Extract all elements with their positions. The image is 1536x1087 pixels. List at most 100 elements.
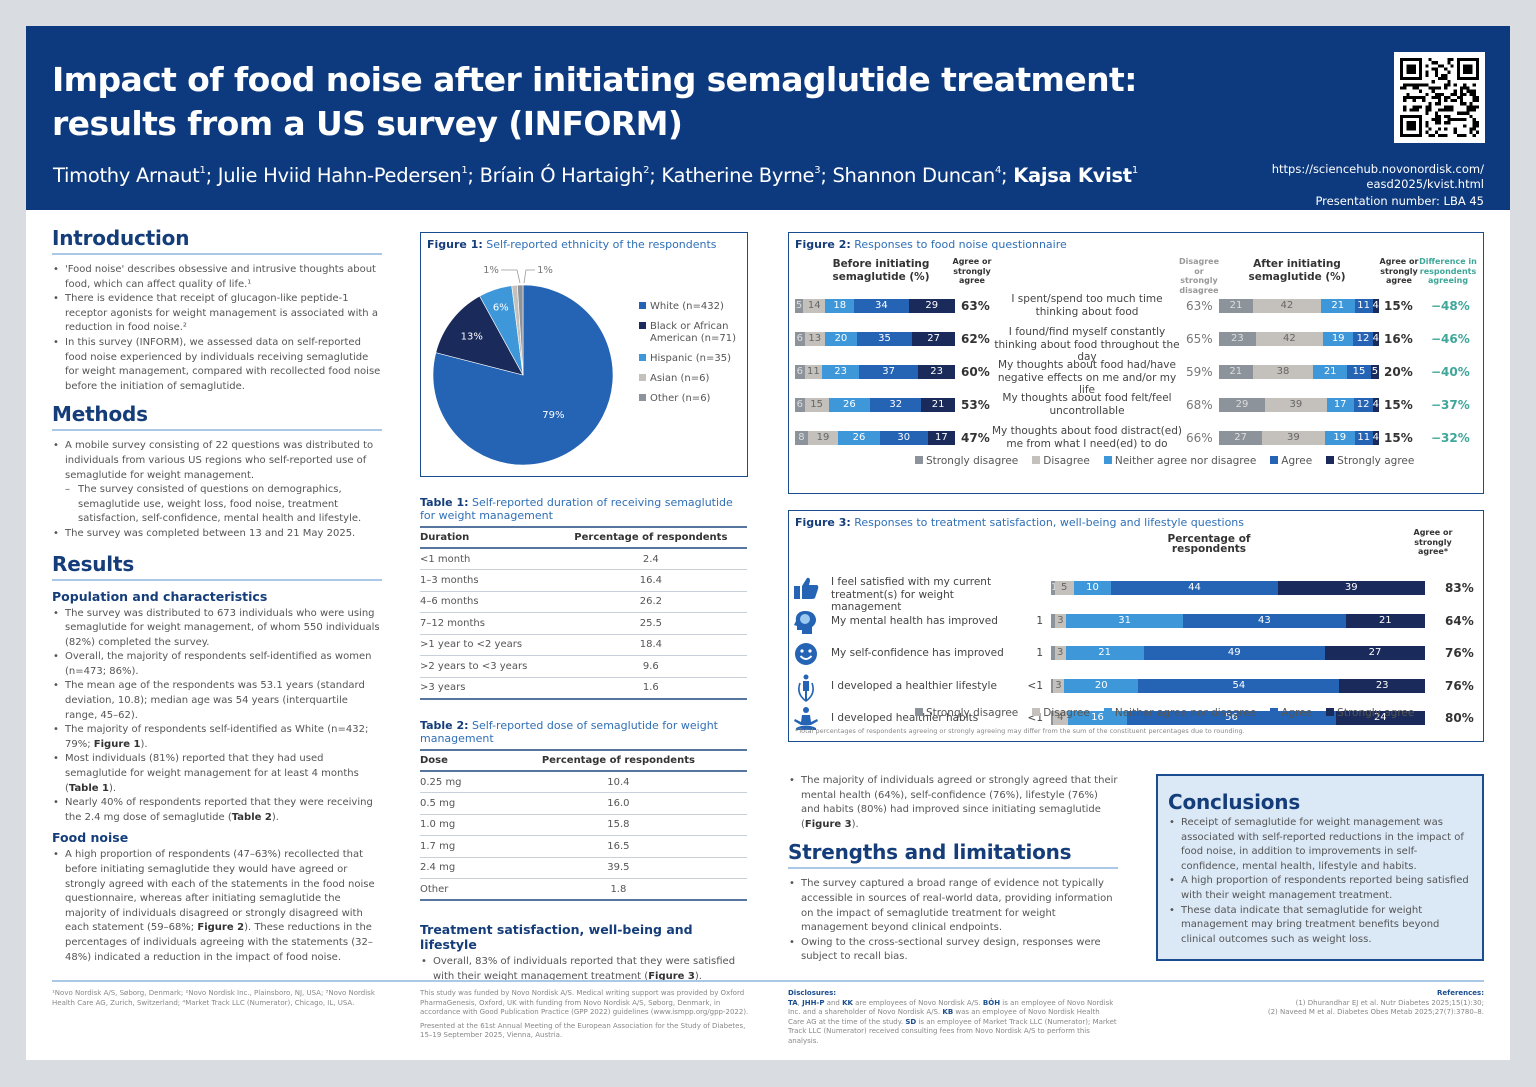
legend-label: Agree	[1281, 707, 1313, 719]
bar-segment-strongly-disagree: 21	[1219, 365, 1253, 379]
list-item: Receipt of semaglutide for weight manage…	[1168, 816, 1472, 874]
bar-segment-disagree: 3	[1054, 646, 1066, 660]
row-label: 7–12 months	[420, 612, 555, 635]
legend-swatch	[1103, 708, 1112, 716]
legend-item-neither: Neither agree nor disagree	[1103, 707, 1257, 719]
stacked-bar: 6 15 26 32 21	[795, 398, 955, 412]
conclusions-list: Receipt of semaglutide for weight manage…	[1168, 816, 1472, 947]
list-item: 'Food noise' describes obsessive and int…	[52, 263, 382, 292]
data-label-asian: 1%	[483, 265, 499, 276]
list-item: Owing to the cross-sectional survey desi…	[788, 936, 1118, 965]
before-agree-value: 53%	[961, 398, 990, 412]
bar-segment-agree: 12	[1353, 332, 1373, 346]
bar-segment-agree: 11	[1354, 299, 1373, 313]
outside-value-label: <1	[1027, 679, 1043, 692]
statement-label: My thoughts about food felt/feel uncontr…	[1002, 392, 1172, 417]
list-item: The mean age of the respondents was 53.1…	[52, 679, 382, 723]
legend-hispanic-label: Hispanic (n=35)	[650, 353, 731, 364]
treatment-section: Treatment satisfaction, well-being and l…	[420, 918, 750, 984]
row-label: >2 years to <3 years	[420, 655, 555, 678]
after-header: After initiating semaglutide (%)	[1248, 258, 1346, 283]
agree-header: Agree or strongly agree*	[1413, 528, 1453, 556]
bar-segment-neither: 20	[825, 332, 857, 346]
difference-value: −48%	[1431, 299, 1470, 313]
left-column: Introduction 'Food noise' describes obse…	[52, 226, 382, 965]
bullet-text: A high proportion of respondents (47–63%…	[65, 849, 375, 934]
difference-value: −46%	[1431, 332, 1470, 346]
bar-segment-disagree: 11	[804, 365, 823, 379]
bar-segment-strongly-agree: 23	[1339, 678, 1425, 693]
list-item: A mobile survey consisting of 22 questio…	[52, 439, 382, 483]
figure-2-legend: Strongly disagree Disagree Neither agree n…	[915, 455, 1428, 467]
bar-segment-neither: 10	[1073, 581, 1112, 595]
bar-segment-neither: 21	[1065, 646, 1144, 660]
figure-3-footnote: *Total percentages of respondents agreei…	[795, 727, 1245, 735]
disclosure-text: ,	[797, 998, 803, 1007]
bar-segment-disagree: 39	[1262, 431, 1325, 445]
legend-swatch	[1270, 456, 1279, 464]
poster-url-line-1[interactable]: https://sciencehub.novonordisk.com/	[1271, 162, 1484, 176]
list-subitem: The survey consisted of questions on dem…	[52, 483, 382, 527]
references-heading: References:	[1437, 989, 1484, 997]
legend-swatch	[1032, 708, 1041, 716]
stacked-bar: 4 16 56 24	[1051, 711, 1425, 725]
row-label: 2.4 mg	[420, 857, 490, 879]
bullet-text: ).	[694, 970, 702, 982]
legend-label: Neither agree nor disagree	[1114, 707, 1257, 719]
author-initials: KK	[842, 998, 853, 1007]
bar-segment-strongly-disagree: 1	[1051, 581, 1055, 595]
qr-code-icon[interactable]	[1394, 52, 1485, 143]
statement-label: I spent/spend too much time thinking abo…	[1011, 293, 1163, 318]
bar-segment-disagree: 42	[1252, 299, 1321, 313]
introduction-list: 'Food noise' describes obsessive and int…	[52, 263, 382, 394]
legend-asian-label: Asian (n=6)	[650, 373, 709, 384]
bar-segment-strongly-disagree: 8	[795, 431, 808, 445]
question-label: I developed a healthier lifestyle	[831, 679, 997, 692]
before-header: Before initiating semaglutide (%)	[832, 258, 930, 283]
cell-value: 18.4	[554, 634, 747, 656]
row-label: 4–6 months	[420, 591, 555, 613]
author-initials: KB	[942, 1008, 954, 1016]
column-header: Percentage of respondents	[489, 749, 747, 772]
bar-segment-strongly-disagree: 21	[1219, 299, 1253, 313]
bar-segment-strongly-disagree: 5	[795, 299, 803, 313]
difference-value: −32%	[1431, 431, 1470, 445]
person-jump-rope-icon	[793, 674, 819, 706]
after-disagree-value: 68%	[1186, 398, 1213, 412]
after-disagree-value: 59%	[1186, 365, 1213, 379]
row-label: >3 years	[420, 677, 555, 700]
methods-list: A mobile survey consisting of 22 questio…	[52, 439, 382, 541]
affiliation-marker: 1	[1131, 165, 1138, 176]
author-initials: JHH-P	[802, 998, 825, 1007]
cell-value: 15.8	[489, 814, 747, 836]
poster-url-line-2[interactable]: easd2025/kvist.html	[1366, 177, 1484, 191]
bar-segment-strongly-agree: 29	[908, 299, 955, 313]
table-row: 1–3 months 16.4	[420, 569, 747, 592]
bar-segment-neither: 20	[1064, 678, 1139, 693]
bar-segment-disagree: 13	[804, 332, 826, 346]
before-agree-value: 47%	[961, 431, 990, 445]
strengths-list: The survey captured a broad range of evi…	[788, 877, 1118, 965]
bar-segment-agree: 54	[1138, 678, 1340, 693]
references: References: (1) Dhurandhar EJ et al. Nut…	[1184, 989, 1484, 1018]
table-2: Table 2: Self-reported dose of semagluti…	[420, 719, 747, 901]
author-name: Kajsa Kvist	[1013, 164, 1132, 187]
author-name: Shannon Duncan	[832, 164, 995, 187]
head-brain-icon	[793, 609, 819, 639]
agree-value: 76%	[1445, 646, 1474, 660]
stacked-bar: 6 13 20 35 27	[795, 332, 955, 346]
author-list: Timothy Arnaut1; Julie Hviid Hahn-Peders…	[53, 164, 1138, 187]
list-item: Overall, 83% of individuals reported tha…	[420, 955, 750, 984]
legend-item-strongly-agree: Strongly agree	[1326, 707, 1414, 719]
legend-label: Disagree	[1043, 707, 1090, 719]
cell-value: 39.5	[489, 857, 747, 879]
cell-value: 16.4	[554, 569, 747, 592]
row-label: 0.25 mg	[420, 771, 490, 793]
before-agree-value: 60%	[961, 365, 990, 379]
bar-segment-neither: 19	[1324, 431, 1355, 445]
legend-swatch	[1032, 456, 1041, 464]
author-initials: BÓH	[982, 998, 1001, 1007]
legend-swatch	[915, 456, 923, 464]
table-header-row: Duration Percentage of respondents	[420, 526, 747, 549]
bar-segment-strongly-agree: 4	[1372, 299, 1379, 313]
